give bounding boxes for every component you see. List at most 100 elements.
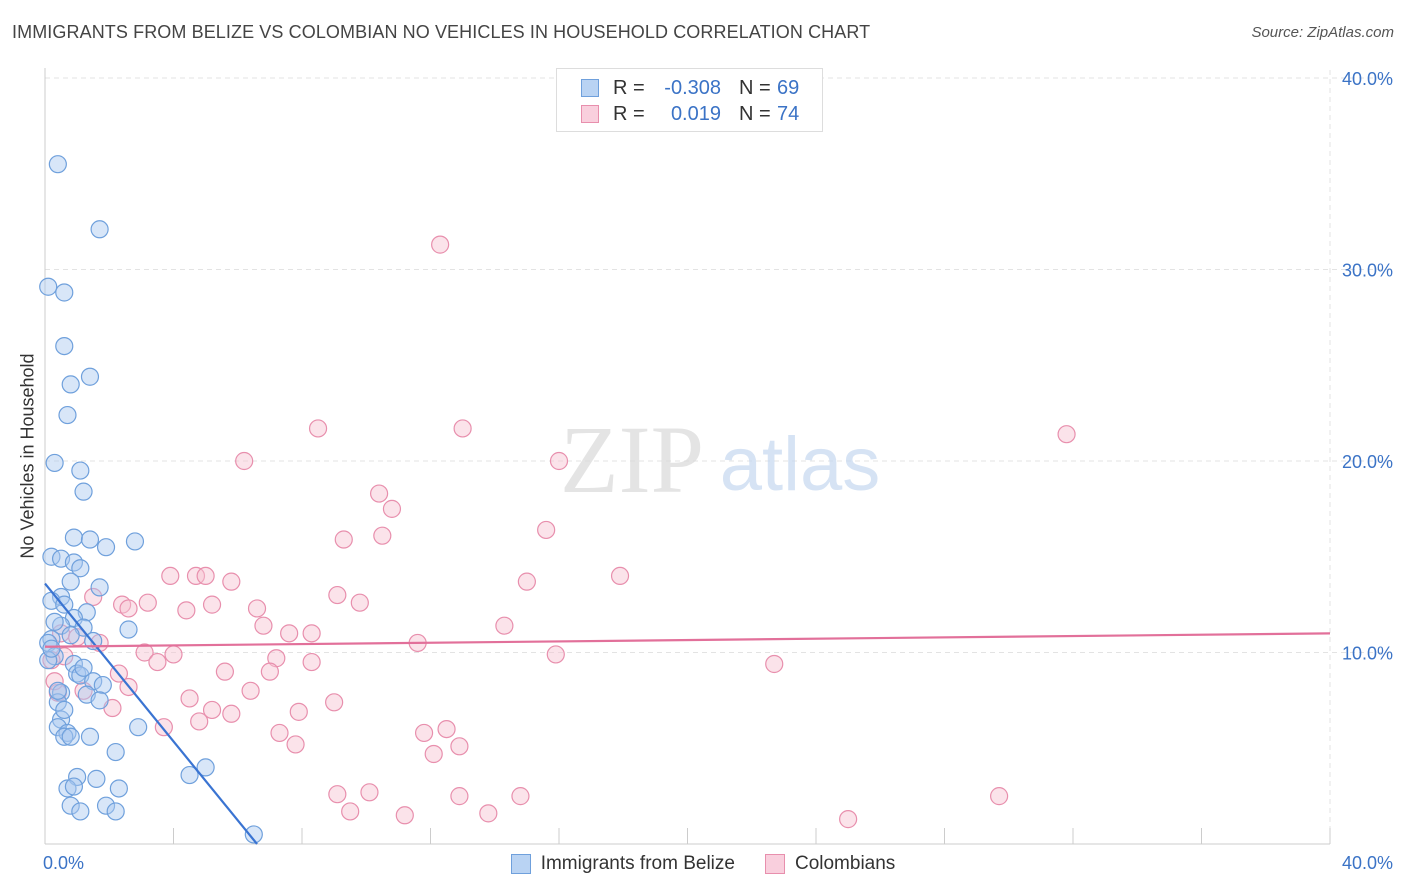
colombians-point — [325, 693, 344, 712]
trendlines — [44, 582, 1331, 845]
belize-point — [48, 155, 67, 174]
legend-r-label: R = — [613, 76, 645, 99]
y-tick-labels: 10.0% 20.0% 30.0% 40.0% — [1342, 69, 1393, 664]
belize-point — [39, 277, 58, 296]
colombians-point — [308, 419, 328, 438]
legend-r-value-belize: -0.308 — [664, 76, 721, 99]
watermark-zip: ZIP — [560, 406, 704, 513]
colombians-point — [350, 593, 369, 612]
belize-point — [51, 683, 71, 702]
legend-n-label: N = — [739, 76, 771, 99]
stats-legend: R = -0.308 N = 69 R = 0.019 N = 74 — [556, 68, 823, 132]
colombians-point — [414, 723, 434, 743]
belize-points — [39, 155, 263, 844]
belize-point — [90, 691, 109, 710]
belize-point — [80, 530, 100, 549]
colombians-point — [431, 235, 450, 254]
y-tick-label: 20.0% — [1342, 452, 1393, 472]
colombians-point — [549, 451, 569, 471]
colombians-trendline — [44, 632, 1331, 648]
source-label: Source: ZipAtlas.com — [1251, 24, 1394, 41]
series-legend: Immigrants from Belize Colombians — [0, 852, 1406, 876]
belize-point — [42, 639, 61, 658]
legend-r-label: R = — [613, 102, 645, 125]
belize-point — [109, 779, 128, 798]
colombians-point — [280, 624, 299, 643]
belize-point — [106, 742, 125, 762]
colombians-point — [254, 616, 273, 635]
belize-point — [80, 727, 100, 746]
colombians-point — [260, 662, 279, 681]
belize-point — [61, 796, 80, 815]
belize-point — [58, 405, 77, 425]
colombians-point — [215, 662, 234, 681]
belize-point — [90, 578, 109, 597]
belize-point — [55, 727, 74, 746]
colombians-point — [437, 719, 456, 739]
colombians-point — [495, 616, 514, 635]
colombians-point — [235, 451, 254, 471]
belize-point — [45, 612, 64, 631]
colombians-point — [138, 593, 157, 612]
colombians-point — [286, 735, 305, 754]
colombians-point — [537, 520, 556, 540]
belize-point — [55, 700, 74, 720]
colombians-point — [373, 526, 392, 545]
belize-trendline — [44, 582, 258, 845]
belize-point — [64, 654, 84, 674]
colombians-point — [1057, 425, 1076, 444]
belize-point — [106, 802, 125, 821]
belize-point — [87, 769, 106, 788]
legend-n-value-belize: 69 — [777, 76, 800, 99]
colombians-point — [424, 744, 443, 764]
colombians-point — [360, 783, 379, 802]
x-tick-labels: 0.0% 40.0% — [43, 853, 1393, 873]
colombians-point — [270, 723, 289, 743]
colombians-point — [84, 587, 103, 607]
colombians-point — [370, 484, 389, 503]
belize-point — [64, 777, 84, 796]
colombians-point — [202, 595, 222, 614]
colombians-point — [177, 601, 196, 620]
colombians-point — [546, 645, 565, 664]
belize-point — [74, 658, 93, 677]
colombians-point — [765, 654, 784, 674]
y-tick-label: 40.0% — [1342, 69, 1393, 89]
belize-point — [71, 461, 90, 480]
legend-n-value-colombians: 74 — [777, 102, 800, 125]
x-tick-label: 40.0% — [1342, 853, 1393, 873]
colombians-point — [222, 572, 241, 591]
colombians-point — [190, 712, 209, 731]
colombians-point — [450, 737, 469, 756]
x-tick-label: 0.0% — [43, 853, 84, 873]
legend-swatch-belize — [581, 79, 599, 97]
legend-item-belize[interactable]: Immigrants from Belize — [510, 852, 735, 876]
y-axis-label: No Vehicles in Household — [17, 353, 38, 559]
belize-point — [74, 482, 93, 501]
belize-point — [96, 538, 116, 557]
belize-point — [61, 572, 80, 591]
belize-point — [55, 337, 74, 356]
watermark-atlas: atlas — [720, 422, 881, 507]
legend-row-colombians: R = 0.019 N = 74 — [581, 102, 799, 126]
colombians-point — [45, 672, 64, 691]
colombians-point — [247, 599, 267, 618]
colombians-point — [839, 810, 858, 829]
colombians-point — [990, 787, 1009, 806]
colombians-point — [241, 681, 260, 700]
belize-point — [64, 528, 84, 547]
colombians-point — [289, 702, 308, 721]
colombians-point — [517, 572, 536, 591]
belize-point — [129, 718, 148, 737]
belize-point — [244, 825, 263, 844]
colombians-point — [135, 643, 154, 662]
legend-item-colombians[interactable]: Colombians — [764, 852, 895, 876]
belize-point — [71, 559, 90, 578]
colombians-point — [479, 804, 498, 823]
colombians-point — [328, 585, 347, 605]
belize-point — [125, 532, 145, 551]
colombians-point — [202, 700, 222, 720]
chart-title: IMMIGRANTS FROM BELIZE VS COLOMBIAN NO V… — [12, 22, 871, 42]
belize-point — [93, 675, 112, 695]
